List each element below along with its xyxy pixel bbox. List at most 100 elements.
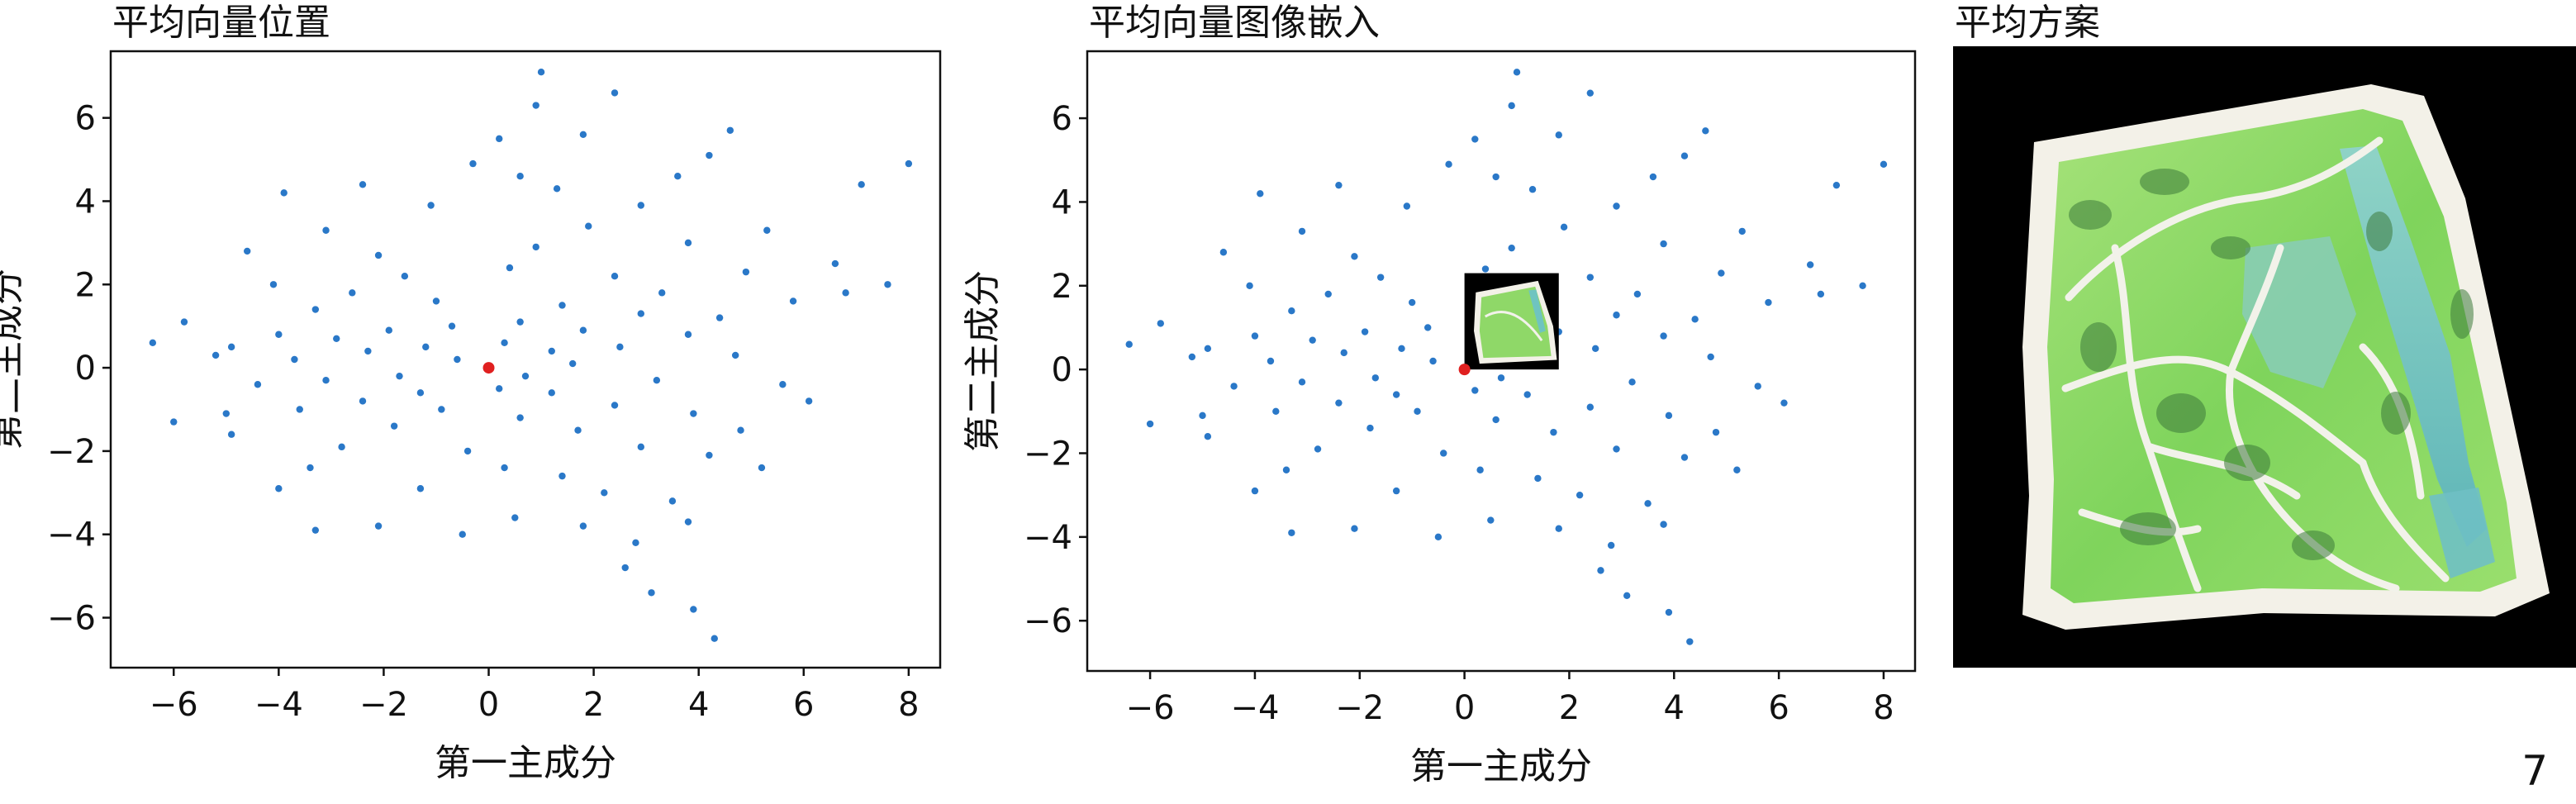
middle-x-tick-label: −4 xyxy=(1230,689,1279,727)
scatter-point xyxy=(1408,298,1416,307)
scatter-point xyxy=(1644,500,1652,507)
scatter-point xyxy=(1272,407,1280,416)
scatter-point xyxy=(884,281,891,288)
scatter-point xyxy=(1555,131,1562,139)
scatter-point xyxy=(149,339,157,347)
scatter-point xyxy=(1508,102,1515,110)
scatter-point xyxy=(653,377,661,384)
scatter-point xyxy=(1199,412,1206,420)
scatter-point xyxy=(905,159,913,168)
scatter-point xyxy=(831,259,839,268)
scatter-point xyxy=(1754,383,1761,390)
scatter-point xyxy=(637,443,644,451)
scatter-point xyxy=(574,426,582,434)
scatter-point xyxy=(359,397,367,405)
scatter-point xyxy=(349,289,356,297)
middle-y-tick-label: 6 xyxy=(1052,100,1072,138)
left-y-tick-label: −6 xyxy=(47,600,96,638)
scatter-point xyxy=(684,239,692,247)
scatter-point xyxy=(516,414,524,421)
scatter-point xyxy=(1508,244,1515,252)
scatter-point xyxy=(296,406,303,413)
middle-x-tick-label: 2 xyxy=(1559,689,1580,727)
scatter-point xyxy=(254,381,262,388)
scatter-point xyxy=(333,335,340,342)
middle-y-tick-label: 4 xyxy=(1052,183,1072,221)
scatter-point xyxy=(1550,428,1557,436)
scatter-point xyxy=(621,564,629,572)
scatter-point xyxy=(579,131,587,139)
scatter-point xyxy=(244,247,251,255)
scatter-point xyxy=(1398,345,1405,352)
middle-scatter-points xyxy=(1125,69,1888,645)
scatter-point xyxy=(291,355,298,364)
scatter-point xyxy=(1351,253,1358,260)
scatter-point xyxy=(684,518,692,526)
left-y-tick-label: −4 xyxy=(47,516,96,554)
scatter-point xyxy=(537,69,545,76)
scatter-point xyxy=(1298,378,1306,386)
left-x-tick-label: 8 xyxy=(898,686,919,724)
scatter-point xyxy=(501,339,508,347)
scatter-point xyxy=(385,326,392,334)
left-y-tick-label: −2 xyxy=(47,433,96,471)
left-scatter-points xyxy=(149,69,913,642)
scatter-point xyxy=(690,410,697,417)
scatter-point xyxy=(1623,592,1631,599)
left-x-axis-label: 第一主成分 xyxy=(435,742,616,784)
scatter-point xyxy=(1665,412,1673,420)
scatter-point xyxy=(1309,336,1316,344)
middle-y-tick-label: 2 xyxy=(1052,268,1072,306)
scatter-point xyxy=(280,189,288,197)
scatter-point xyxy=(180,318,188,326)
scatter-point xyxy=(858,181,865,188)
scatter-point xyxy=(1586,89,1595,97)
scatter-point xyxy=(322,377,330,384)
scatter-point xyxy=(1586,403,1595,411)
left-y-tick-label: 6 xyxy=(75,100,96,138)
scatter-point xyxy=(1251,332,1259,340)
middle-y-tick-label: −2 xyxy=(1024,435,1072,473)
scatter-point xyxy=(427,202,435,209)
scatter-point xyxy=(516,173,524,180)
middle-mean-point xyxy=(1458,364,1471,376)
left-x-tick-label: 0 xyxy=(478,686,499,724)
scatter-point xyxy=(1859,282,1866,289)
scatter-point xyxy=(1806,261,1814,269)
scatter-point xyxy=(1680,454,1689,461)
scatter-point xyxy=(1691,316,1699,323)
scatter-point xyxy=(1298,227,1306,235)
scatter-point xyxy=(532,243,539,251)
left-mean-point xyxy=(482,362,495,374)
scatter-point xyxy=(463,447,472,455)
scatter-point xyxy=(648,589,655,597)
scatter-point xyxy=(416,485,425,492)
scatter-point xyxy=(1335,399,1343,407)
middle-y-tick-label: 0 xyxy=(1052,351,1072,389)
scatter-point xyxy=(789,297,797,305)
scatter-point xyxy=(469,159,477,168)
scatter-point xyxy=(1523,391,1531,398)
scatter-point xyxy=(1476,466,1484,473)
left-y-tick-label: 4 xyxy=(75,183,96,221)
middle-x-axis-label: 第一主成分 xyxy=(1410,745,1592,787)
scatter-point xyxy=(1366,424,1374,432)
scatter-point xyxy=(548,347,555,355)
scatter-point xyxy=(758,464,766,472)
scatter-point xyxy=(684,331,692,338)
scatter-point xyxy=(611,402,619,409)
scatter-point xyxy=(1340,349,1347,357)
scatter-point xyxy=(1434,533,1442,541)
scatter-point xyxy=(1424,324,1432,331)
scatter-point xyxy=(763,226,771,234)
scatter-point xyxy=(674,173,682,180)
scatter-point xyxy=(1633,290,1642,298)
left-x-tick-label: −4 xyxy=(254,686,303,724)
scatter-point xyxy=(668,497,677,505)
scatter-point xyxy=(1492,173,1499,181)
scatter-point xyxy=(311,526,320,534)
right-panel-title: 平均方案 xyxy=(1955,2,2100,44)
scatter-point xyxy=(601,489,608,497)
